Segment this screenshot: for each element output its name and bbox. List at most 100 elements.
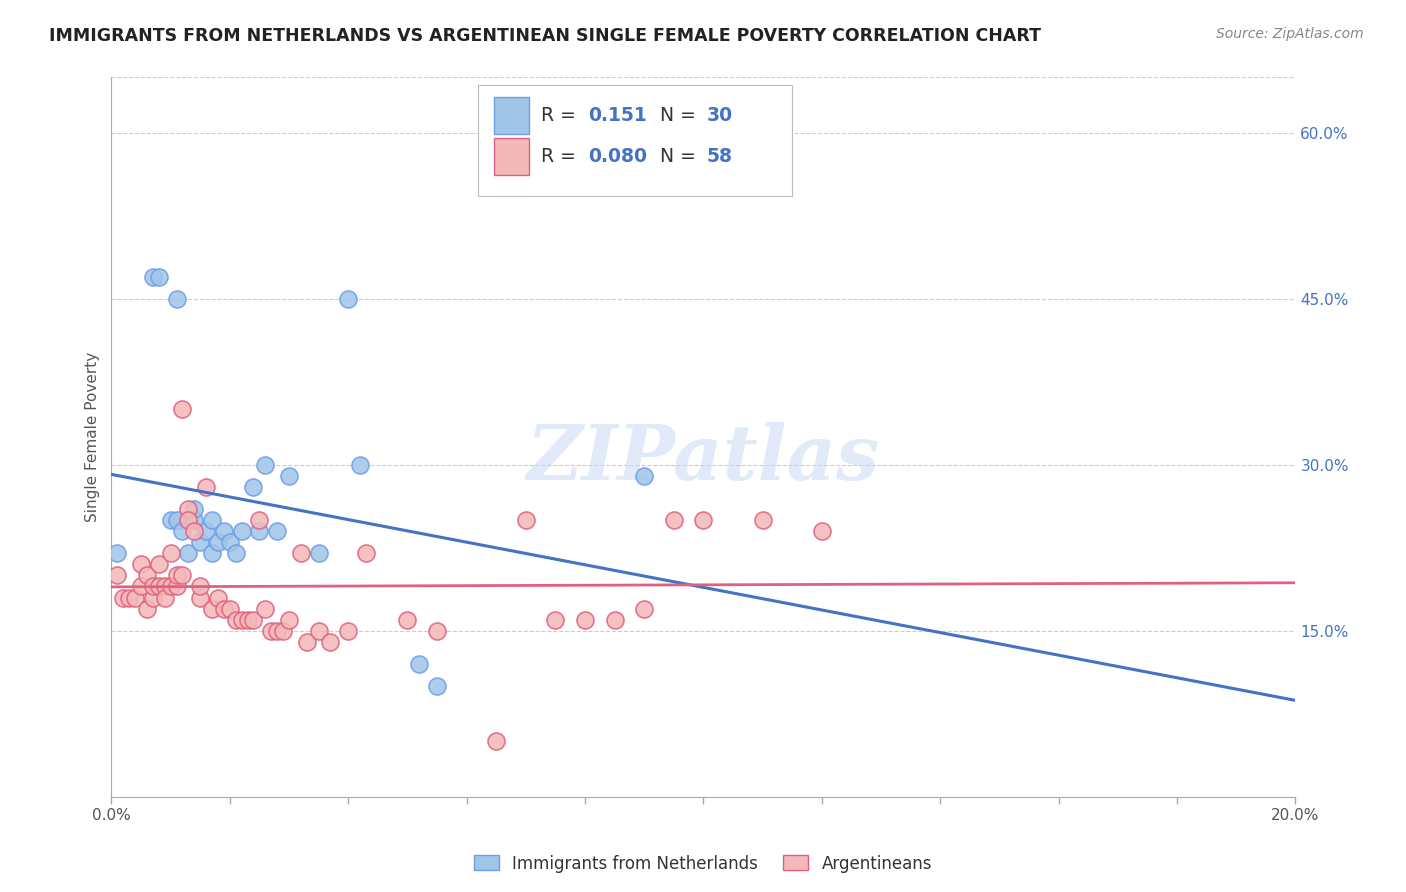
Text: N =: N = [659, 106, 696, 125]
Point [290, 546, 312, 560]
Point [295, 634, 318, 648]
Point [426, 624, 449, 638]
Point [692, 513, 714, 527]
Point [172, 568, 194, 582]
Point [396, 613, 419, 627]
Text: R =: R = [541, 106, 582, 125]
Point [225, 613, 247, 627]
Point [177, 546, 200, 560]
Point [142, 269, 165, 284]
Point [129, 579, 152, 593]
Point [633, 468, 655, 483]
Point [129, 558, 152, 572]
Bar [494, 138, 530, 175]
Point [337, 292, 360, 306]
Point [249, 513, 271, 527]
Point [195, 524, 218, 538]
Point [544, 613, 567, 627]
Point [337, 624, 360, 638]
Text: 58: 58 [707, 147, 733, 166]
Text: IMMIGRANTS FROM NETHERLANDS VS ARGENTINEAN SINGLE FEMALE POVERTY CORRELATION CHA: IMMIGRANTS FROM NETHERLANDS VS ARGENTINE… [49, 27, 1042, 45]
Text: Source: ZipAtlas.com: Source: ZipAtlas.com [1216, 27, 1364, 41]
Point [183, 502, 205, 516]
Point [354, 546, 377, 560]
Point [207, 535, 229, 549]
Point [426, 679, 449, 693]
Point [112, 591, 135, 605]
Point [308, 546, 330, 560]
Text: R =: R = [541, 147, 582, 166]
Point [172, 524, 194, 538]
Text: ZIPatlas: ZIPatlas [527, 422, 880, 496]
Point [266, 624, 288, 638]
Y-axis label: Single Female Poverty: Single Female Poverty [86, 352, 100, 522]
Point [231, 613, 253, 627]
Point [153, 579, 176, 593]
Point [236, 613, 259, 627]
Point [278, 613, 301, 627]
Point [349, 458, 371, 472]
Point [159, 579, 181, 593]
Point [603, 613, 626, 627]
Point [201, 546, 224, 560]
Point [105, 568, 128, 582]
Point [308, 624, 330, 638]
Point [662, 513, 685, 527]
Point [271, 624, 294, 638]
Point [242, 613, 264, 627]
Point [118, 591, 141, 605]
Point [278, 468, 301, 483]
Bar [494, 97, 530, 135]
Point [142, 591, 165, 605]
Point [148, 269, 170, 284]
Point [188, 579, 211, 593]
Text: 0.151: 0.151 [589, 106, 647, 125]
Point [183, 524, 205, 538]
Point [212, 601, 235, 615]
Point [166, 513, 188, 527]
Point [254, 458, 277, 472]
Point [811, 524, 834, 538]
Point [172, 402, 194, 417]
Point [242, 480, 264, 494]
Text: 0.080: 0.080 [589, 147, 648, 166]
Point [142, 579, 165, 593]
Point [218, 535, 240, 549]
Point [166, 579, 188, 593]
Point [183, 513, 205, 527]
Legend: Immigrants from Netherlands, Argentineans: Immigrants from Netherlands, Argentinean… [467, 848, 939, 880]
Point [515, 513, 537, 527]
Point [249, 524, 271, 538]
Text: N =: N = [659, 147, 696, 166]
Point [260, 624, 283, 638]
Point [105, 546, 128, 560]
Point [136, 601, 159, 615]
Point [266, 524, 288, 538]
Point [136, 568, 159, 582]
Point [218, 601, 240, 615]
Point [254, 601, 277, 615]
Point [574, 613, 596, 627]
Point [166, 568, 188, 582]
Point [633, 601, 655, 615]
Point [159, 546, 181, 560]
Point [177, 502, 200, 516]
Point [188, 535, 211, 549]
FancyBboxPatch shape [478, 85, 792, 196]
Point [225, 546, 247, 560]
Point [201, 513, 224, 527]
Point [148, 558, 170, 572]
Point [212, 524, 235, 538]
Point [408, 657, 430, 671]
Point [124, 591, 146, 605]
Point [166, 292, 188, 306]
Point [319, 634, 342, 648]
Point [201, 601, 224, 615]
Point [485, 734, 508, 748]
Point [148, 579, 170, 593]
Point [177, 513, 200, 527]
Text: 30: 30 [707, 106, 733, 125]
Point [195, 480, 218, 494]
Point [207, 591, 229, 605]
Point [188, 591, 211, 605]
